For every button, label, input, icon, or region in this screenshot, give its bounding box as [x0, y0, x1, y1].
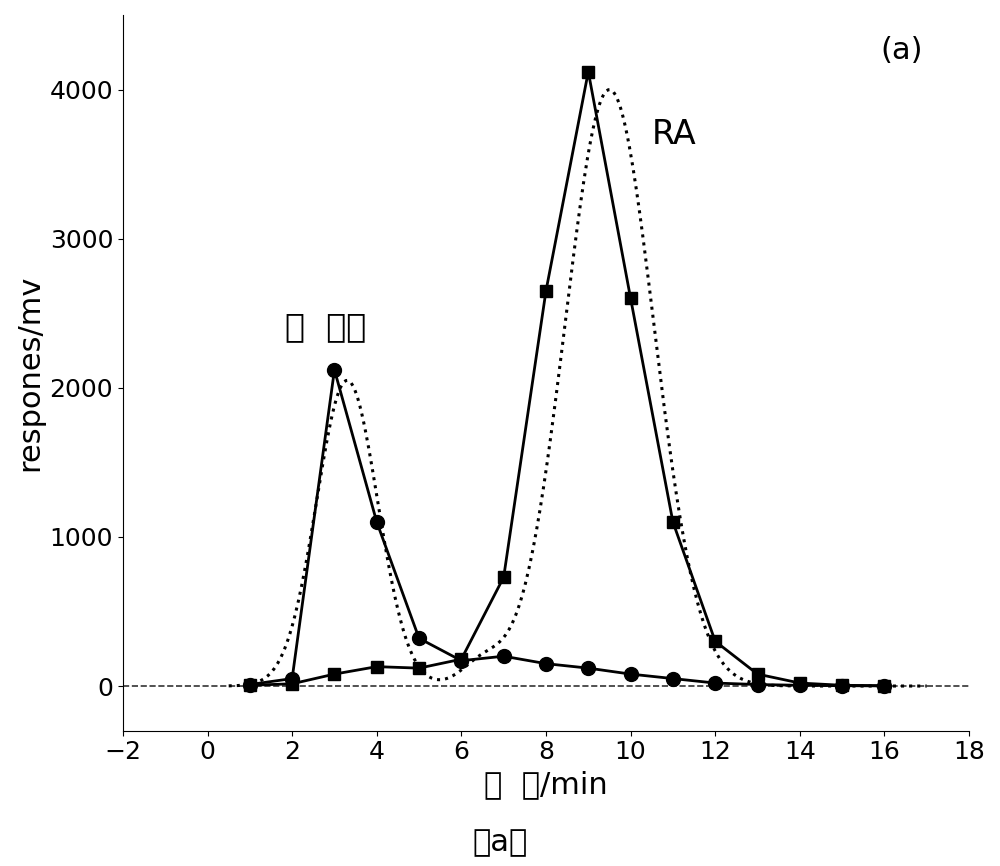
- X-axis label: 时  间/min: 时 间/min: [484, 770, 608, 799]
- Text: RA: RA: [652, 118, 697, 151]
- Text: 前  杂质: 前 杂质: [285, 310, 367, 343]
- Y-axis label: respones/mv: respones/mv: [15, 275, 44, 471]
- Text: （a）: （a）: [472, 829, 528, 857]
- Text: (a): (a): [880, 36, 923, 66]
